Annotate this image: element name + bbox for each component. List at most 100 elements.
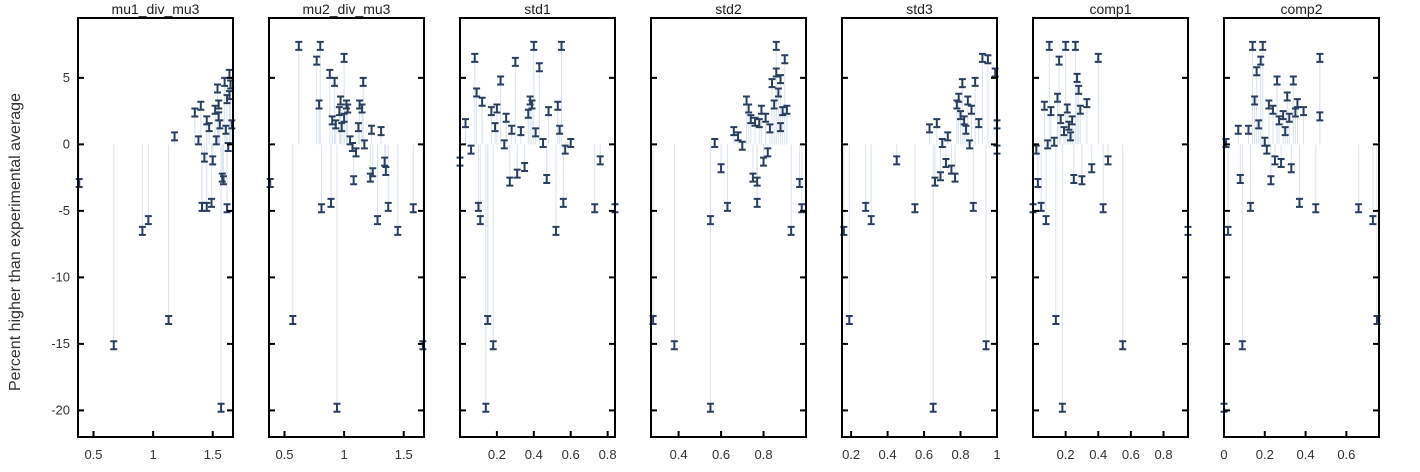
data-point <box>497 75 505 86</box>
data-point <box>1291 107 1299 118</box>
panel-mu2-div-mu3: mu2_div_mu3 0.5 1 1.5 <box>266 1 427 462</box>
x-tick-label: 0 <box>1220 447 1227 462</box>
data-point <box>1275 115 1283 126</box>
data-point <box>781 54 789 65</box>
data-point <box>218 172 226 183</box>
data-point <box>1285 112 1293 123</box>
data-point <box>1273 75 1281 86</box>
data-point <box>1042 215 1050 226</box>
data-point <box>1369 215 1377 226</box>
x-tick-label: 0.6 <box>1122 447 1140 462</box>
data-point <box>215 99 223 110</box>
x-tick-label: 1 <box>149 447 156 462</box>
data-point <box>893 155 901 166</box>
data-point <box>984 54 992 65</box>
data-point <box>596 155 604 166</box>
data-point <box>1070 173 1078 184</box>
data-point <box>138 225 146 236</box>
data-point <box>326 68 334 79</box>
data-point <box>502 112 510 123</box>
x-tick-label: 0.6 <box>562 447 580 462</box>
x-tick-label: 1.5 <box>395 447 413 462</box>
data-point <box>1259 40 1267 51</box>
data-point <box>1271 155 1279 166</box>
data-point <box>960 115 968 126</box>
data-point <box>194 135 202 146</box>
data-point <box>967 104 975 115</box>
data-point <box>1265 99 1273 110</box>
data-point <box>757 104 765 115</box>
x-tick-label: 0.8 <box>1154 447 1172 462</box>
panel-comp1: comp1 0.2 0.4 0.6 0.8 <box>1029 1 1192 462</box>
data-point <box>1234 124 1242 135</box>
data-point <box>394 225 402 236</box>
data-point <box>1283 91 1291 102</box>
data-point <box>478 96 486 107</box>
data-point <box>951 172 959 183</box>
data-point <box>734 131 742 142</box>
data-point <box>316 40 324 51</box>
data-point <box>493 103 501 114</box>
data-point <box>517 126 525 137</box>
data-point <box>787 225 795 236</box>
data-point <box>911 203 919 214</box>
data-point <box>1094 52 1102 63</box>
panel-std1: std1 0.2 0.4 0.6 0.8 <box>456 1 619 462</box>
data-point <box>971 76 979 87</box>
x-tick-label: 0.2 <box>1256 447 1274 462</box>
data-point <box>559 197 567 208</box>
x-tick-label: 0.2 <box>842 447 860 462</box>
data-point <box>266 177 274 188</box>
x-tick-label: 0.6 <box>915 447 933 462</box>
data-point <box>706 402 714 413</box>
data-point <box>313 55 321 66</box>
data-point <box>1244 124 1252 135</box>
panel-frame <box>841 17 998 438</box>
data-point <box>354 122 362 133</box>
x-tick-label: 1.5 <box>204 447 222 462</box>
data-point <box>1088 163 1096 174</box>
data-point <box>723 201 731 212</box>
data-point <box>552 225 560 236</box>
data-point <box>1083 98 1091 109</box>
data-point <box>717 163 725 174</box>
data-point <box>487 106 495 117</box>
data-point <box>331 76 339 87</box>
x-tick-label: 0.4 <box>1089 447 1107 462</box>
data-point <box>221 76 229 87</box>
data-point <box>462 118 470 129</box>
data-point <box>528 99 536 110</box>
data-point <box>368 124 376 135</box>
data-point <box>1289 75 1297 86</box>
data-point <box>482 402 490 413</box>
panel-title: std1 <box>524 1 551 17</box>
data-point <box>419 340 427 351</box>
data-point <box>513 168 521 179</box>
x-tick-label: 1 <box>993 447 1000 462</box>
data-point <box>1060 126 1068 137</box>
data-point <box>205 122 213 133</box>
data-point <box>931 176 939 187</box>
data-point <box>1067 131 1075 142</box>
data-point <box>474 201 482 212</box>
data-point <box>749 172 757 183</box>
data-point <box>783 104 791 115</box>
data-point <box>1058 402 1066 413</box>
panel-frame <box>268 17 425 438</box>
data-point <box>539 138 547 149</box>
y-tick-label: -20 <box>51 402 70 417</box>
data-point <box>198 201 206 212</box>
data-point <box>491 122 499 133</box>
data-point <box>1040 100 1048 111</box>
data-point <box>711 138 719 149</box>
x-tick-label: 0.5 <box>84 447 102 462</box>
data-point <box>777 74 785 85</box>
data-point <box>1263 144 1271 155</box>
data-point <box>374 215 381 226</box>
data-point <box>1057 114 1065 125</box>
data-point <box>332 119 340 130</box>
data-point <box>203 201 211 212</box>
x-tick-label: 0.4 <box>1297 447 1315 462</box>
data-point <box>774 87 782 98</box>
